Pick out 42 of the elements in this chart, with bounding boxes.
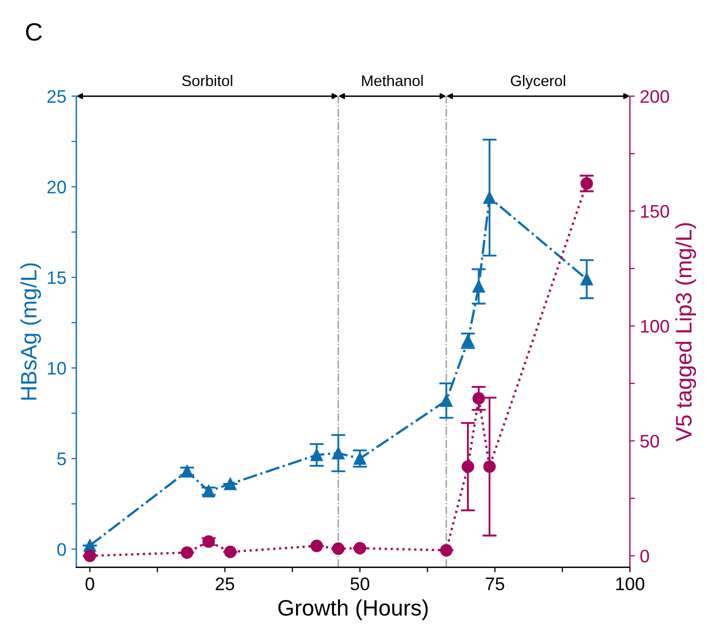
text: C bbox=[26, 23, 42, 41]
y2-tick-label: 0 bbox=[640, 550, 649, 563]
x-tick-label: 25 bbox=[216, 577, 234, 590]
point bbox=[483, 191, 496, 204]
point bbox=[483, 460, 496, 473]
point bbox=[224, 478, 237, 490]
text: Methanol bbox=[362, 74, 423, 86]
text: Sorbitol bbox=[182, 74, 232, 86]
x-tick-label: 100 bbox=[616, 577, 644, 590]
y-tick-label: 20 bbox=[47, 180, 66, 194]
y-tick-label: 10 bbox=[48, 362, 66, 375]
y-tick-label: 15 bbox=[48, 271, 66, 284]
point bbox=[472, 392, 485, 405]
point bbox=[202, 535, 215, 548]
x-tick-label: 0 bbox=[86, 577, 94, 590]
point bbox=[310, 540, 323, 552]
y2-tick-label: 50 bbox=[640, 434, 660, 448]
point bbox=[310, 448, 323, 462]
x-axis-title: Growth (Hours) bbox=[278, 599, 428, 620]
y2-tick-label: 200 bbox=[640, 90, 670, 103]
y-axis-title: HBsAg (mg/L) bbox=[20, 263, 41, 400]
y-tick-label: 5 bbox=[57, 452, 66, 466]
point bbox=[354, 452, 366, 465]
y-tick-label: 0 bbox=[57, 543, 66, 556]
point bbox=[180, 546, 194, 559]
point bbox=[332, 446, 345, 460]
point bbox=[472, 280, 485, 293]
point bbox=[84, 550, 96, 562]
y2-axis-title: V5 tagged Lip3 (mg/L) bbox=[675, 223, 696, 442]
x-tick-label: 75 bbox=[486, 578, 504, 590]
y2-tick-label: 100 bbox=[641, 320, 670, 333]
point bbox=[440, 544, 453, 557]
point bbox=[332, 542, 345, 555]
text: Glycerol bbox=[510, 74, 566, 90]
point bbox=[462, 460, 474, 473]
point bbox=[580, 272, 593, 286]
point bbox=[354, 542, 366, 554]
y2-tick-label: 150 bbox=[641, 204, 670, 218]
x-tick-label: 50 bbox=[350, 577, 370, 590]
y-tick-label: 25 bbox=[47, 90, 66, 103]
point bbox=[224, 546, 237, 558]
point bbox=[440, 394, 453, 407]
